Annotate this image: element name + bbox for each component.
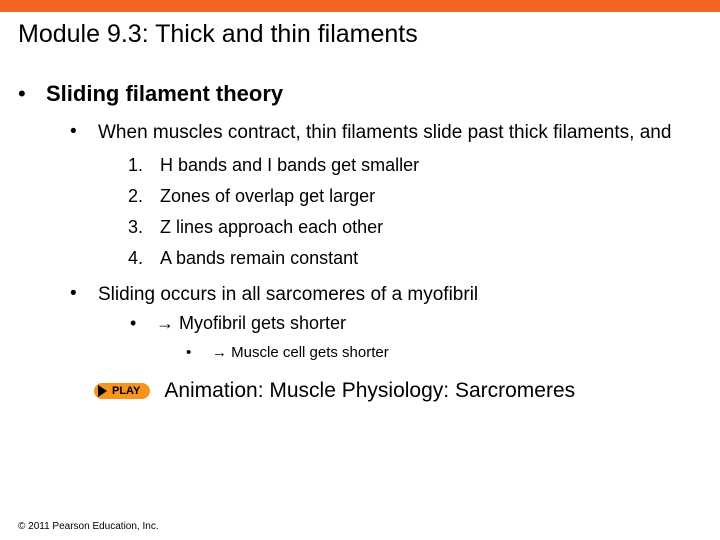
bullet-text: When muscles contract, thin filaments sl… — [98, 121, 671, 145]
bullet-level2-all: • Sliding occurs in all sarcomeres of a … — [70, 283, 702, 307]
slide-content: • Sliding filament theory • When muscles… — [0, 81, 720, 403]
bullet-text: → Myofibril gets shorter — [156, 313, 346, 334]
numbered-item-2: 2. Zones of overlap get larger — [128, 186, 702, 207]
animation-link[interactable]: Animation: Muscle Physiology: Sarcromere… — [164, 379, 575, 403]
number-marker: 3. — [128, 217, 160, 238]
bullet-level4-cell: • → Muscle cell gets shorter — [186, 344, 702, 361]
number-marker: 4. — [128, 248, 160, 269]
bullet-text: Sliding filament theory — [46, 81, 283, 107]
play-icon — [98, 385, 107, 397]
bullet-marker: • — [70, 121, 98, 145]
play-row: PLAY Animation: Muscle Physiology: Sarcr… — [94, 379, 702, 403]
bullet-marker: • — [130, 313, 156, 334]
bullet-marker: • — [70, 283, 98, 307]
numbered-text: H bands and I bands get smaller — [160, 155, 419, 176]
copyright: © 2011 Pearson Education, Inc. — [18, 521, 159, 532]
numbered-text: Zones of overlap get larger — [160, 186, 375, 207]
numbered-item-1: 1. H bands and I bands get smaller — [128, 155, 702, 176]
bullet-level3-myofibril: • → Myofibril gets shorter — [130, 313, 702, 334]
bullet-level2-when: • When muscles contract, thin filaments … — [70, 121, 702, 145]
numbered-list: 1. H bands and I bands get smaller 2. Zo… — [128, 155, 702, 269]
accent-bar — [0, 0, 720, 12]
numbered-text: Z lines approach each other — [160, 217, 383, 238]
play-button[interactable]: PLAY — [94, 383, 150, 399]
bullet-level1-theory: • Sliding filament theory — [18, 81, 702, 107]
bullet-text: → Muscle cell gets shorter — [212, 344, 389, 361]
slide-title: Module 9.3: Thick and thin filaments — [0, 12, 720, 59]
play-label: PLAY — [112, 385, 140, 397]
numbered-item-3: 3. Z lines approach each other — [128, 217, 702, 238]
number-marker: 1. — [128, 155, 160, 176]
bullet-marker: • — [186, 344, 212, 361]
numbered-item-4: 4. A bands remain constant — [128, 248, 702, 269]
numbered-text: A bands remain constant — [160, 248, 358, 269]
bullet-text: Sliding occurs in all sarcomeres of a my… — [98, 283, 478, 307]
number-marker: 2. — [128, 186, 160, 207]
bullet-marker: • — [18, 81, 46, 107]
